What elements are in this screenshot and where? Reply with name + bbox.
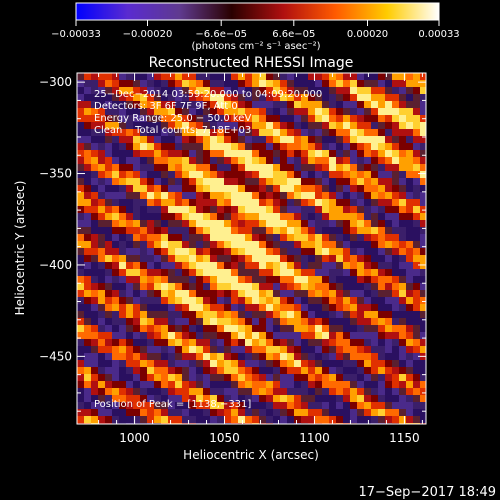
info-clean-counts: Clean Total counts: 7.18E+03 (94, 125, 251, 136)
colorbar-tick-label: −0.00020 (123, 29, 173, 40)
x-tick-label: 1000 (119, 431, 150, 445)
x-tick-label: 1150 (389, 431, 420, 445)
y-axis: −300 −350 −400 −450 (39, 75, 426, 412)
colorbar: −0.00033 −0.00020 −6.6e−05 6.6e−05 0.00020 0.… (51, 2, 460, 52)
colorbar-tick-label: −6.6e−05 (195, 29, 247, 40)
plot-frame (76, 72, 427, 425)
footer-timestamp: 17−Sep−2017 18:49 (358, 485, 496, 500)
x-axis-label: Heliocentric X (arcsec) (183, 448, 319, 462)
y-tick-label: −300 (39, 75, 72, 89)
x-tick-label: 1100 (299, 431, 330, 445)
colorbar-tick-label: −0.00033 (51, 29, 101, 40)
y-tick-label: −450 (39, 349, 72, 363)
colorbar-tick-label: 0.00020 (347, 29, 388, 40)
info-time-range: 25−Dec−2014 03:59:20.000 to 04:09:20.000 (94, 89, 322, 100)
y-axis-label: Heliocentric Y (arcsec) (13, 181, 27, 316)
info-detectors: Detectors: 3F 6F 7F 9F, Att 0 (94, 101, 238, 112)
info-text-block: 25−Dec−2014 03:59:20.000 to 04:09:20.000… (94, 89, 322, 136)
colorbar-unit-label: (photons cm⁻² s⁻¹ asec⁻²) (191, 41, 320, 52)
colorbar-gradient (75, 2, 440, 21)
heatmap-cells (77, 73, 426, 424)
y-tick-label: −350 (39, 167, 72, 181)
chart-title: Reconstructed RHESSI Image (149, 55, 354, 71)
x-tick-label: 1050 (209, 431, 240, 445)
colorbar-ticks: −0.00033 −0.00020 −6.6e−05 6.6e−05 0.00020 0.… (51, 20, 460, 40)
heatmap-image (77, 73, 426, 424)
x-axis: 1000 1050 1100 1150 (98, 73, 423, 445)
info-energy-range: Energy Range: 25.0 − 50.0 keV (94, 113, 251, 124)
colorbar-tick-label: 0.00033 (418, 29, 459, 40)
colorbar-tick-label: 6.6e−05 (272, 29, 315, 40)
peak-position-label: Position of Peak = [1138,−331] (94, 399, 251, 410)
y-tick-label: −400 (39, 258, 72, 272)
